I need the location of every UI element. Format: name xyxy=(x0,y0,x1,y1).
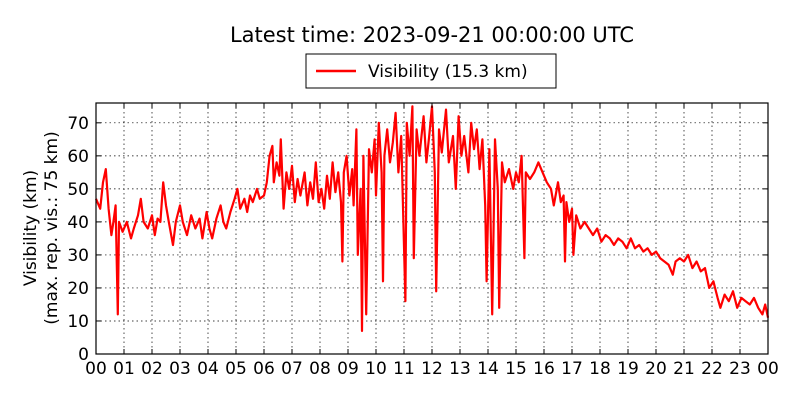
x-tick-label: 02 xyxy=(141,359,163,379)
x-tick-label: 01 xyxy=(113,359,135,379)
y-tick-label: 40 xyxy=(67,213,89,233)
y-axis-label-max: (max. rep. vis.: 75 km) xyxy=(42,131,62,324)
legend: Visibility (15.3 km) xyxy=(305,53,557,89)
legend-label: Visibility (15.3 km) xyxy=(368,62,528,82)
x-tick-label: 10 xyxy=(365,359,387,379)
x-tick-label: 09 xyxy=(337,359,359,379)
series-line xyxy=(94,105,770,332)
x-tick-label: 19 xyxy=(617,359,639,379)
x-tick-label: 08 xyxy=(309,359,331,379)
x-tick-label: 14 xyxy=(477,359,499,379)
chart-title: Latest time: 2023-09-21 00:00:00 UTC xyxy=(230,23,634,47)
x-tick-label: 15 xyxy=(505,359,527,379)
x-tick-label: 04 xyxy=(197,359,219,379)
y-tick-label: 0 xyxy=(78,345,89,365)
x-tick-label: 17 xyxy=(561,359,583,379)
x-axis: 00 01 02 03 04 05 06 07 08 09 10 11 12 13 14 15 16 17 18 19… xyxy=(85,103,779,379)
x-tick-label: 00 xyxy=(85,359,107,379)
x-tick-label: 11 xyxy=(393,359,415,379)
x-tick-label: 22 xyxy=(701,359,723,379)
y-tick-label: 60 xyxy=(67,147,89,167)
y-tick-label: 70 xyxy=(67,114,89,134)
x-tick-label: 16 xyxy=(533,359,555,379)
y-tick-label: 10 xyxy=(67,312,89,332)
x-tick-label: 20 xyxy=(645,359,667,379)
x-tick-label: 06 xyxy=(253,359,275,379)
x-tick-label: 12 xyxy=(421,359,443,379)
x-tick-label: 05 xyxy=(225,359,247,379)
x-tick-label: 23 xyxy=(729,359,751,379)
x-tick-label: 07 xyxy=(281,359,303,379)
y-tick-label: 20 xyxy=(67,279,89,299)
y-tick-label: 50 xyxy=(67,180,89,200)
y-axis: 0 10 20 30 40 50 60 70 xyxy=(67,114,768,365)
y-tick-label: 30 xyxy=(67,246,89,266)
x-tick-label: 13 xyxy=(449,359,471,379)
plot-frame xyxy=(95,102,769,355)
x-tick-label: 03 xyxy=(169,359,191,379)
grid xyxy=(96,103,768,354)
series-visibility xyxy=(94,105,770,332)
x-tick-label: 00 xyxy=(757,359,779,379)
x-tick-label: 21 xyxy=(673,359,695,379)
y-axis-label: Visibility (km) xyxy=(21,170,41,286)
x-tick-label: 18 xyxy=(589,359,611,379)
